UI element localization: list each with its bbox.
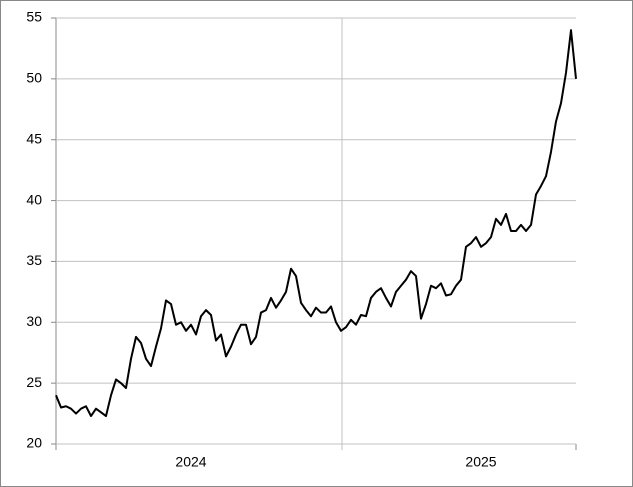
y-tick-label: 30 xyxy=(26,313,42,329)
series-line xyxy=(55,29,577,418)
y-tick-label: 35 xyxy=(26,252,42,268)
y-tick-label: 45 xyxy=(26,130,42,146)
x-tick-label: 2024 xyxy=(175,454,206,470)
y-tick-label: 25 xyxy=(26,374,42,390)
y-tick-label: 55 xyxy=(26,9,42,25)
y-tick-label: 20 xyxy=(26,435,42,451)
y-tick-label: 50 xyxy=(26,70,42,86)
x-tick-label: 2025 xyxy=(465,454,496,470)
y-tick-label: 40 xyxy=(26,191,42,207)
